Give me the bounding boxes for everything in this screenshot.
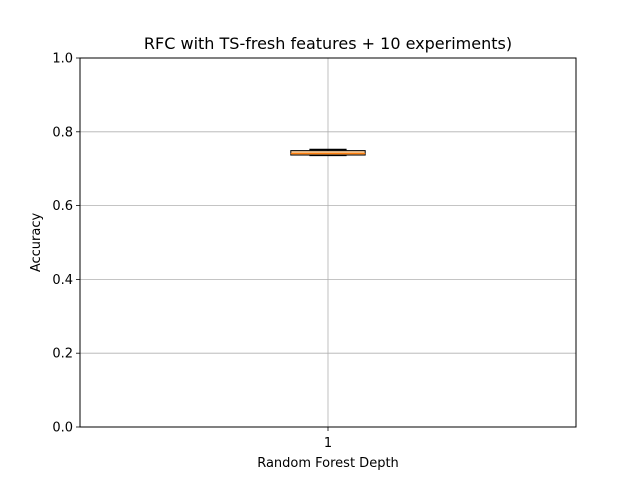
y-tick-label: 0.6	[52, 199, 73, 214]
x-axis-label: Random Forest Depth	[257, 456, 399, 471]
y-tick-label: 0.4	[52, 273, 73, 288]
y-tick-label: 1.0	[52, 52, 73, 67]
x-ticks: 1	[324, 427, 332, 451]
x-tick-label: 1	[324, 436, 332, 451]
y-ticks: 0.0 0.2 0.4 0.6 0.8 1.0	[52, 52, 80, 436]
chart-title: RFC with TS-fresh features + 10 experime…	[144, 34, 512, 53]
y-tick-label: 0.0	[52, 421, 73, 436]
boxes	[290, 148, 366, 157]
iqr-box	[290, 150, 366, 156]
y-tick-label: 0.2	[52, 347, 73, 362]
y-axis-label: Accuracy	[29, 213, 44, 273]
box-group	[290, 148, 366, 157]
y-tick-label: 0.8	[52, 125, 73, 140]
